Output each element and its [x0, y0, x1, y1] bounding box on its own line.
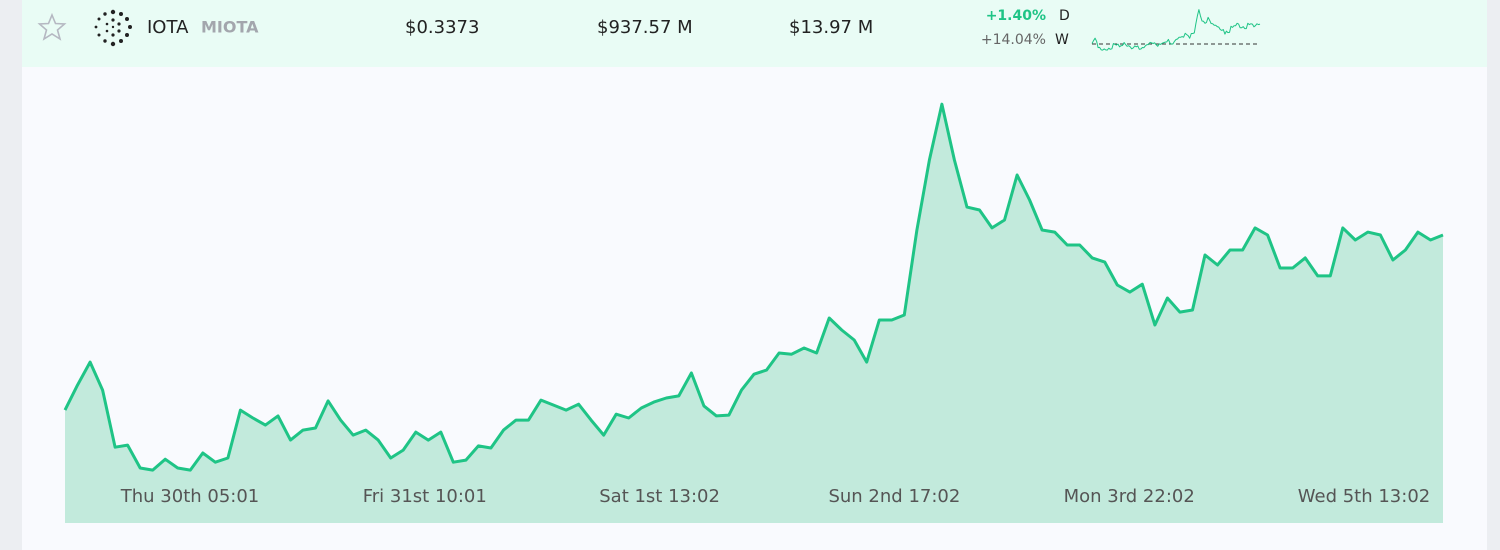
- sparkline: [1091, 9, 1261, 51]
- x-tick-label: Fri 31st 10:01: [363, 486, 487, 507]
- favorite-star[interactable]: [37, 12, 67, 41]
- price-line: [63, 102, 1444, 472]
- asset-name: IOTA: [147, 17, 189, 38]
- asset-row[interactable]: [22, 0, 1487, 67]
- change-day: +1.40%: [986, 8, 1046, 24]
- x-tick-label: Mon 3rd 22:02: [1064, 486, 1195, 507]
- change-week-label: W: [1055, 32, 1069, 48]
- change-day-label: D: [1059, 8, 1070, 24]
- change-week: +14.04%: [981, 32, 1046, 48]
- asset-symbol: MIOTA: [201, 18, 259, 37]
- x-tick-label: Sun 2nd 17:02: [828, 486, 960, 507]
- x-tick-label: Wed 5th 13:02: [1298, 486, 1430, 507]
- volume: $13.97 M: [789, 17, 873, 38]
- price: $0.3373: [405, 17, 479, 38]
- x-tick-label: Thu 30th 05:01: [120, 486, 260, 507]
- area-fill: [65, 104, 1443, 523]
- market-cap: $937.57 M: [597, 17, 693, 38]
- x-tick-label: Sat 1st 13:02: [599, 486, 720, 507]
- iota-logo: [94, 9, 132, 47]
